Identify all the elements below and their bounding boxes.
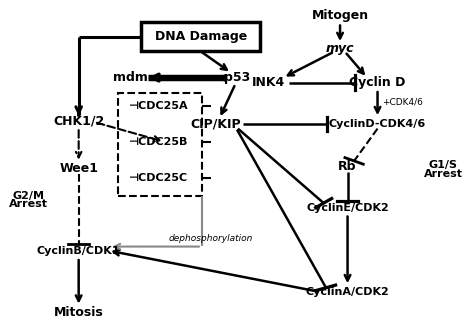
Text: Rb: Rb <box>338 160 357 173</box>
Text: myc: myc <box>326 42 354 55</box>
Text: Arrest: Arrest <box>424 169 463 179</box>
Text: CyclinE/CDK2: CyclinE/CDK2 <box>306 203 389 213</box>
Text: +CDK4/6: +CDK4/6 <box>382 97 423 106</box>
Text: p53: p53 <box>224 71 250 84</box>
Text: CIP/KIP: CIP/KIP <box>191 118 241 131</box>
Text: CHK1/2: CHK1/2 <box>53 115 104 128</box>
Text: ⊣CDC25C: ⊣CDC25C <box>128 173 187 183</box>
Text: CyclinA/CDK2: CyclinA/CDK2 <box>306 287 390 297</box>
Text: CyclinB/CDK1: CyclinB/CDK1 <box>37 246 120 256</box>
Text: Mitogen: Mitogen <box>311 9 369 22</box>
Text: Wee1: Wee1 <box>59 162 98 175</box>
Bar <box>141 21 260 51</box>
Text: Arrest: Arrest <box>9 199 48 209</box>
Text: Mitosis: Mitosis <box>54 306 103 319</box>
Bar <box>118 93 202 196</box>
Text: G1/S: G1/S <box>428 160 457 170</box>
Text: dephosphorylation: dephosphorylation <box>169 234 254 243</box>
Text: mdm: mdm <box>113 71 147 84</box>
Text: G2/M: G2/M <box>12 191 45 201</box>
Text: Cyclin D: Cyclin D <box>349 76 406 89</box>
Text: CyclinD-CDK4/6: CyclinD-CDK4/6 <box>329 119 426 129</box>
Text: DNA Damage: DNA Damage <box>155 29 247 43</box>
Text: ⊣CDC25A: ⊣CDC25A <box>128 100 188 111</box>
Text: INK4: INK4 <box>252 76 285 89</box>
Text: ⊣CDC25B: ⊣CDC25B <box>128 137 188 147</box>
